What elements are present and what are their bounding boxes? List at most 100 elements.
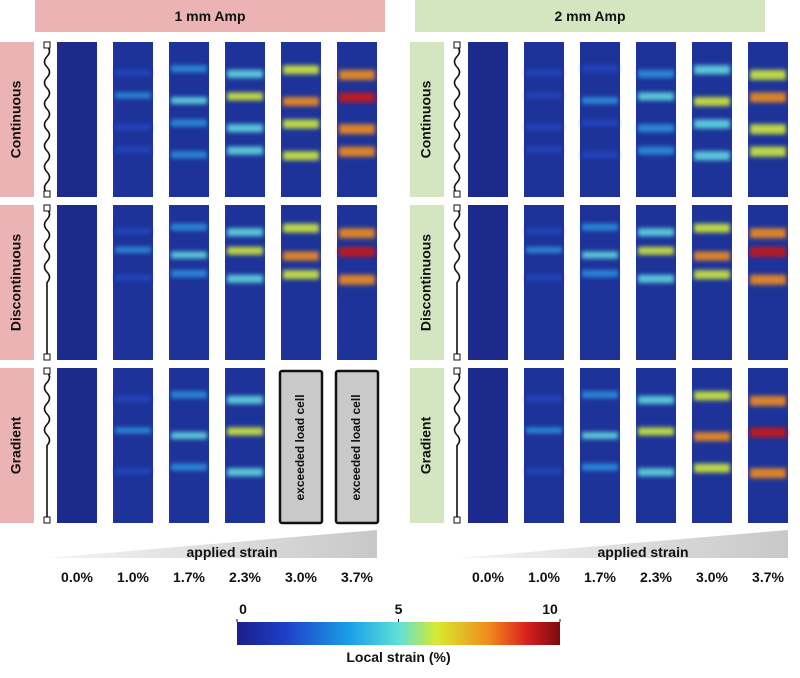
strain-band: [638, 146, 674, 155]
strain-band: [526, 146, 562, 153]
strain-band: [638, 274, 674, 283]
strain-band: [339, 92, 375, 103]
strain-band: [638, 395, 674, 404]
strain-map-bg: [57, 205, 97, 360]
strain-label: 0.0%: [472, 569, 504, 585]
row-label: Discontinuous: [8, 234, 24, 331]
strain-bands: [171, 223, 207, 278]
fiber-end: [43, 204, 51, 212]
strain-band: [750, 395, 786, 406]
strain-label: 2.3%: [640, 569, 672, 585]
strain-band: [339, 246, 375, 257]
strain-band: [339, 124, 375, 135]
strain-band: [283, 65, 319, 75]
strain-map: [748, 205, 788, 360]
colorbar-tick-label: 10: [542, 601, 558, 617]
strain-map: [225, 42, 265, 197]
strain-band: [339, 146, 375, 157]
strain-band: [227, 274, 263, 283]
strain-map-bg: [337, 42, 377, 197]
strain-bands: [638, 395, 674, 477]
strain-band: [526, 124, 562, 131]
row-label: Gradient: [418, 416, 434, 474]
strain-bands: [694, 391, 730, 473]
strain-band: [526, 69, 562, 76]
strain-map: [113, 42, 153, 197]
strain-band: [694, 97, 730, 107]
panel-header: [35, 0, 385, 32]
strain-band: [750, 228, 786, 239]
colorbar-tick-label: 5: [395, 601, 403, 617]
row-label: Gradient: [8, 416, 24, 474]
strain-map: [169, 42, 209, 197]
strain-band: [227, 124, 263, 133]
strain-map-bg: [636, 368, 676, 523]
fiber-end: [43, 41, 51, 49]
strain-band: [339, 69, 375, 80]
strain-map: [580, 205, 620, 360]
strain-map-bg: [225, 42, 265, 197]
strain-map: [169, 205, 209, 360]
strain-band: [526, 228, 562, 235]
strain-band: [526, 427, 562, 434]
fiber-end: [453, 367, 461, 375]
strain-map-bg: [524, 368, 564, 523]
strain-map: [468, 42, 508, 197]
strain-band: [638, 427, 674, 436]
row-label: Discontinuous: [418, 234, 434, 331]
strain-band: [115, 395, 151, 402]
note-box: [278, 369, 324, 525]
fiber-icon: [43, 208, 51, 356]
strain-band: [171, 119, 207, 127]
strain-band: [694, 223, 730, 233]
strain-map: [636, 205, 676, 360]
strain-band: [638, 468, 674, 477]
strain-band: [638, 228, 674, 237]
row-label-box: [0, 205, 34, 360]
fiber-icon: [453, 371, 461, 519]
fiber-end: [453, 190, 461, 198]
strain-band: [582, 151, 618, 159]
strain-map: [692, 42, 732, 197]
strain-band: [283, 223, 319, 233]
strain-map: [580, 368, 620, 523]
strain-band: [227, 69, 263, 78]
strain-bands: [582, 65, 618, 159]
strain-bands: [227, 395, 263, 477]
axis-label: applied strain: [597, 544, 688, 560]
strain-band: [115, 468, 151, 475]
strain-band: [694, 270, 730, 280]
strain-bands: [171, 391, 207, 471]
strain-band: [582, 65, 618, 73]
strain-map: [524, 205, 564, 360]
strain-band: [283, 151, 319, 161]
strain-bands: [526, 395, 562, 475]
strain-band: [171, 251, 207, 259]
strain-band: [227, 468, 263, 477]
fiber-icon: [43, 45, 51, 194]
fiber-end: [43, 367, 51, 375]
strain-label: 1.7%: [584, 569, 616, 585]
strain-map: [692, 205, 732, 360]
strain-wedge: [458, 530, 788, 558]
strain-bands: [638, 69, 674, 155]
strain-band: [283, 270, 319, 280]
strain-band: [694, 65, 730, 75]
strain-label: 2.3%: [229, 569, 261, 585]
strain-map: [57, 368, 97, 523]
strain-map: [468, 205, 508, 360]
strain-band: [638, 246, 674, 255]
row-label: Continuous: [8, 80, 24, 158]
strain-map: [692, 368, 732, 523]
strain-map-bg: [468, 368, 508, 523]
strain-label: 1.0%: [528, 569, 560, 585]
strain-map: [113, 368, 153, 523]
strain-map-bg: [113, 368, 153, 523]
strain-bands: [227, 228, 263, 283]
strain-bands: [694, 223, 730, 280]
fiber-end: [453, 204, 461, 212]
strain-band: [582, 463, 618, 471]
strain-label: 3.7%: [341, 569, 373, 585]
strain-band: [582, 432, 618, 440]
strain-band: [694, 151, 730, 161]
